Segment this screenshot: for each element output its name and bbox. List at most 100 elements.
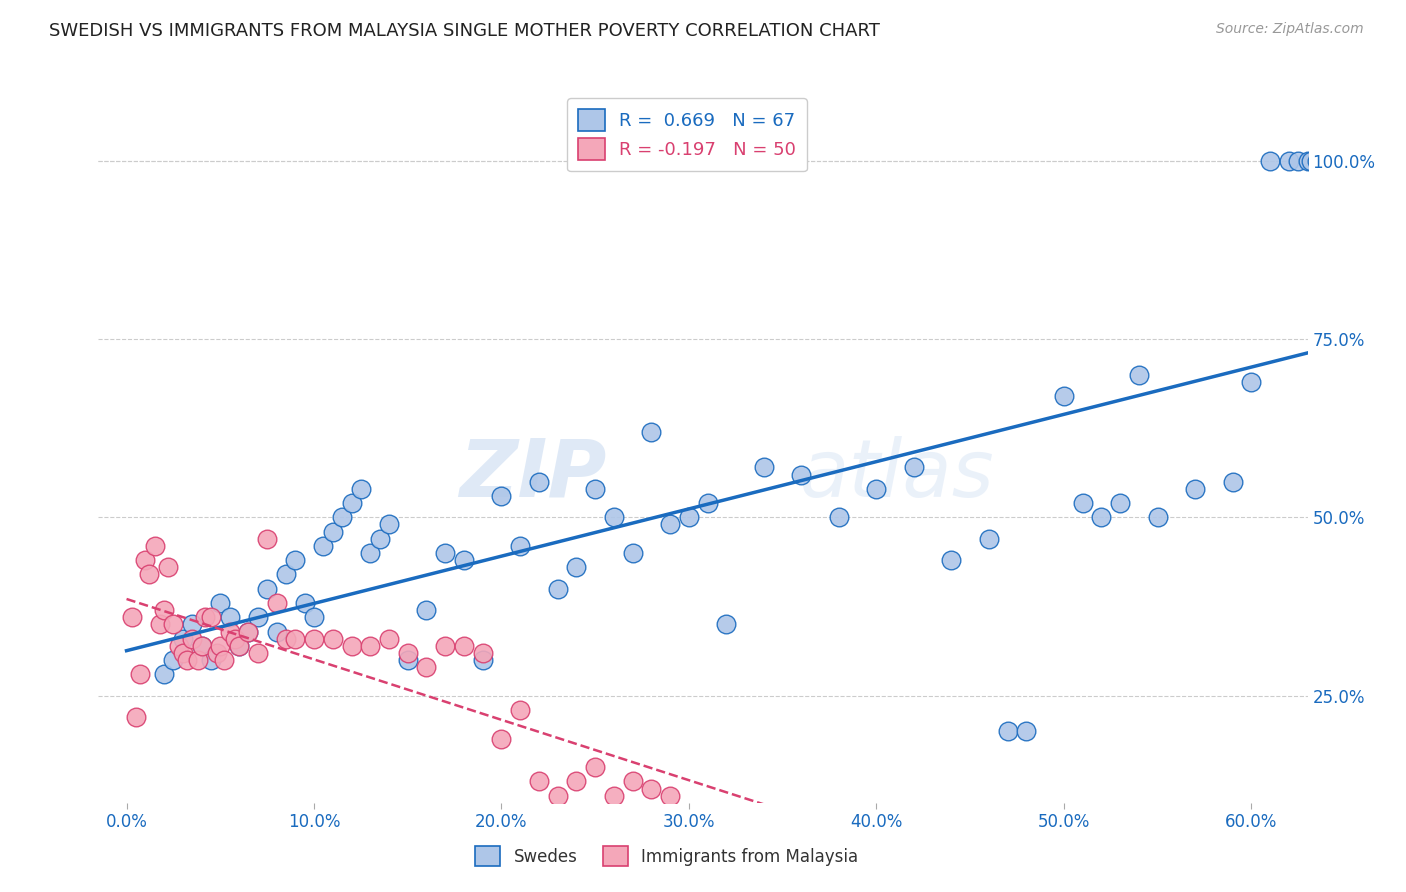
Point xyxy=(172,646,194,660)
Point xyxy=(977,532,1000,546)
Point xyxy=(1090,510,1112,524)
Point xyxy=(1286,153,1309,168)
Point xyxy=(828,510,851,524)
Point xyxy=(218,610,240,624)
Legend: Swedes, Immigrants from Malaysia: Swedes, Immigrants from Malaysia xyxy=(468,839,865,873)
Point xyxy=(121,610,143,624)
Point xyxy=(200,653,222,667)
Point xyxy=(256,532,278,546)
Point xyxy=(997,724,1019,739)
Point xyxy=(415,603,437,617)
Point xyxy=(1301,153,1323,168)
Point xyxy=(246,646,269,660)
Point xyxy=(284,553,307,567)
Point xyxy=(143,539,166,553)
Point xyxy=(1222,475,1244,489)
Point xyxy=(396,653,419,667)
Text: atlas: atlas xyxy=(800,435,994,514)
Point xyxy=(1296,153,1319,168)
Point xyxy=(603,510,626,524)
Point xyxy=(1071,496,1094,510)
Point xyxy=(1128,368,1150,382)
Point xyxy=(312,539,335,553)
Point xyxy=(274,567,297,582)
Point xyxy=(378,632,401,646)
Point xyxy=(302,632,325,646)
Point xyxy=(209,639,232,653)
Point xyxy=(274,632,297,646)
Point xyxy=(322,524,344,539)
Point xyxy=(678,510,700,524)
Point xyxy=(149,617,172,632)
Point xyxy=(190,639,212,653)
Point xyxy=(659,789,682,803)
Point xyxy=(224,632,246,646)
Text: SWEDISH VS IMMIGRANTS FROM MALAYSIA SINGLE MOTHER POVERTY CORRELATION CHART: SWEDISH VS IMMIGRANTS FROM MALAYSIA SING… xyxy=(49,22,880,40)
Point xyxy=(187,653,209,667)
Point xyxy=(340,496,363,510)
Point xyxy=(903,460,925,475)
Point xyxy=(378,517,401,532)
Point xyxy=(266,624,288,639)
Point xyxy=(640,425,662,439)
Point xyxy=(1053,389,1076,403)
Point xyxy=(716,617,738,632)
Point xyxy=(246,610,269,624)
Point xyxy=(181,632,204,646)
Point xyxy=(621,546,644,560)
Point xyxy=(509,703,531,717)
Point xyxy=(453,639,475,653)
Point xyxy=(167,639,190,653)
Point xyxy=(453,553,475,567)
Point xyxy=(583,760,606,774)
Point xyxy=(256,582,278,596)
Point xyxy=(162,617,184,632)
Point xyxy=(284,632,307,646)
Point xyxy=(322,632,344,646)
Point xyxy=(181,617,204,632)
Point xyxy=(294,596,316,610)
Point xyxy=(218,624,240,639)
Point xyxy=(415,660,437,674)
Point xyxy=(491,489,513,503)
Point xyxy=(865,482,887,496)
Point xyxy=(176,653,198,667)
Text: ZIP: ZIP xyxy=(458,435,606,514)
Point xyxy=(434,546,457,560)
Point xyxy=(350,482,373,496)
Point xyxy=(138,567,160,582)
Point xyxy=(1278,153,1301,168)
Point xyxy=(491,731,513,746)
Point xyxy=(228,639,250,653)
Point xyxy=(527,774,550,789)
Point xyxy=(134,553,156,567)
Point xyxy=(941,553,963,567)
Point xyxy=(471,646,494,660)
Point xyxy=(128,667,150,681)
Point xyxy=(205,646,228,660)
Point xyxy=(330,510,353,524)
Point xyxy=(1258,153,1281,168)
Point xyxy=(266,596,288,610)
Point xyxy=(1240,375,1263,389)
Text: Source: ZipAtlas.com: Source: ZipAtlas.com xyxy=(1216,22,1364,37)
Point xyxy=(659,517,682,532)
Point xyxy=(153,603,176,617)
Point xyxy=(1146,510,1168,524)
Point xyxy=(547,789,569,803)
Point xyxy=(565,774,588,789)
Point xyxy=(228,639,250,653)
Point xyxy=(212,653,235,667)
Point xyxy=(509,539,531,553)
Point xyxy=(621,774,644,789)
Point xyxy=(200,610,222,624)
Point xyxy=(194,610,217,624)
Point xyxy=(238,624,260,639)
Point xyxy=(172,632,194,646)
Point xyxy=(1306,153,1329,168)
Point xyxy=(527,475,550,489)
Point xyxy=(752,460,775,475)
Point xyxy=(471,653,494,667)
Point xyxy=(302,610,325,624)
Point xyxy=(396,646,419,660)
